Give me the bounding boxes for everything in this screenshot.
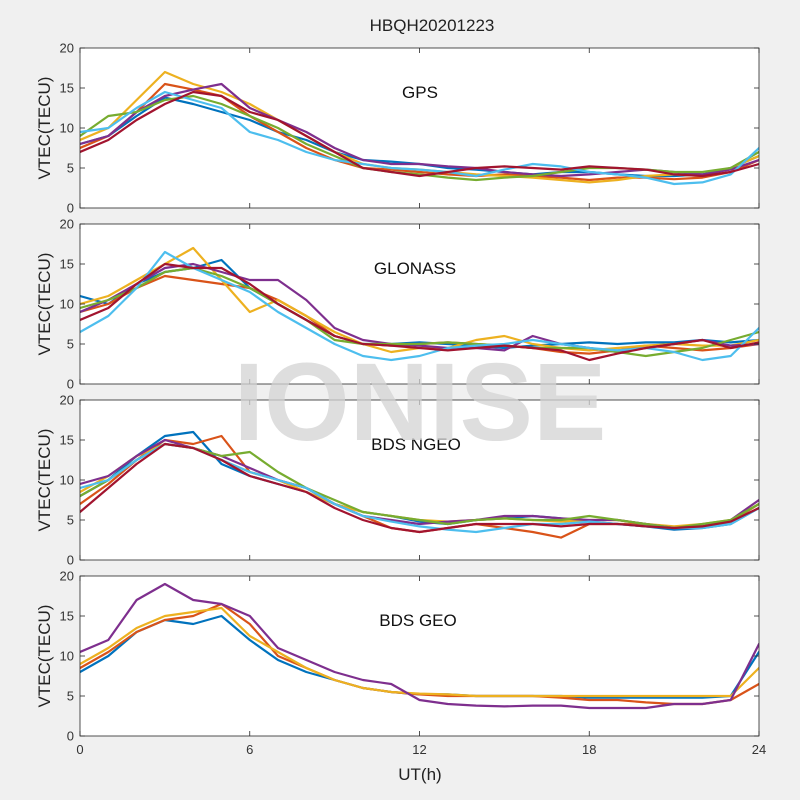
y-tick-label: 5 — [67, 689, 74, 704]
y-tick-label: 0 — [67, 201, 74, 216]
panel-0: 0 5 10 15 20 GPS VTEC(TECU) — [35, 41, 760, 216]
series-group — [80, 582, 759, 710]
series-line-6 — [80, 262, 759, 362]
x-tick-label: 12 — [412, 742, 426, 757]
figure-title: HBQH20201223 — [370, 16, 495, 35]
y-tick-label: 20 — [60, 393, 74, 408]
y-tick-label: 15 — [60, 433, 74, 448]
panel-3: 0 5 10 15 20 0 6 12 18 24 BDS GEO VTEC(TECU) — [35, 569, 766, 758]
y-tick-label: 0 — [67, 377, 74, 392]
panel-1: 0 5 10 15 20 GLONASS VTEC(TECU) — [35, 217, 760, 392]
panel-2: 0 5 10 15 20 BDS NGEO VTEC(TECU) — [35, 393, 760, 568]
y-tick-label: 0 — [67, 729, 74, 744]
watermark: IONISE — [234, 341, 607, 464]
series-group — [80, 246, 759, 362]
y-tick-label: 10 — [60, 297, 74, 312]
x-tick-label: 6 — [246, 742, 253, 757]
y-tick-label: 0 — [67, 553, 74, 568]
series-line-3 — [80, 582, 759, 710]
y-tick-label: 5 — [67, 337, 74, 352]
panel-label: BDS GEO — [379, 611, 456, 630]
y-tick-label: 5 — [67, 513, 74, 528]
y-tick-label: 10 — [60, 121, 74, 136]
y-tick-label: 15 — [60, 257, 74, 272]
y-tick-label: 20 — [60, 569, 74, 584]
y-tick-label: 20 — [60, 217, 74, 232]
plot-area — [80, 576, 759, 736]
series-group — [80, 70, 759, 186]
panel-label: GPS — [402, 83, 438, 102]
plot-area — [80, 400, 759, 560]
x-tick-label: 24 — [752, 742, 766, 757]
y-axis-label: VTEC(TECU) — [35, 253, 54, 356]
y-tick-label: 10 — [60, 649, 74, 664]
x-tick-label: 18 — [582, 742, 596, 757]
y-axis-label: VTEC(TECU) — [35, 605, 54, 708]
series-line-5 — [80, 90, 759, 186]
y-axis-label: VTEC(TECU) — [35, 77, 54, 180]
panels: 0 5 10 15 20 GPS VTEC(TECU) 0 5 10 15 20 GLONASS VTEC… — [35, 41, 766, 758]
y-tick-label: 10 — [60, 473, 74, 488]
y-axis-label: VTEC(TECU) — [35, 429, 54, 532]
y-tick-label: 15 — [60, 81, 74, 96]
plot-area — [80, 224, 759, 384]
series-line-2 — [80, 606, 759, 698]
panel-label: GLONASS — [374, 259, 456, 278]
series-line-6 — [80, 90, 759, 178]
plot-area — [80, 48, 759, 208]
series-group — [80, 430, 759, 539]
x-tick-label: 0 — [76, 742, 83, 757]
y-tick-label: 15 — [60, 609, 74, 624]
series-line-6 — [80, 442, 759, 534]
y-tick-label: 20 — [60, 41, 74, 56]
x-axis-label: UT(h) — [398, 765, 441, 784]
y-tick-label: 5 — [67, 161, 74, 176]
panel-label: BDS NGEO — [371, 435, 461, 454]
